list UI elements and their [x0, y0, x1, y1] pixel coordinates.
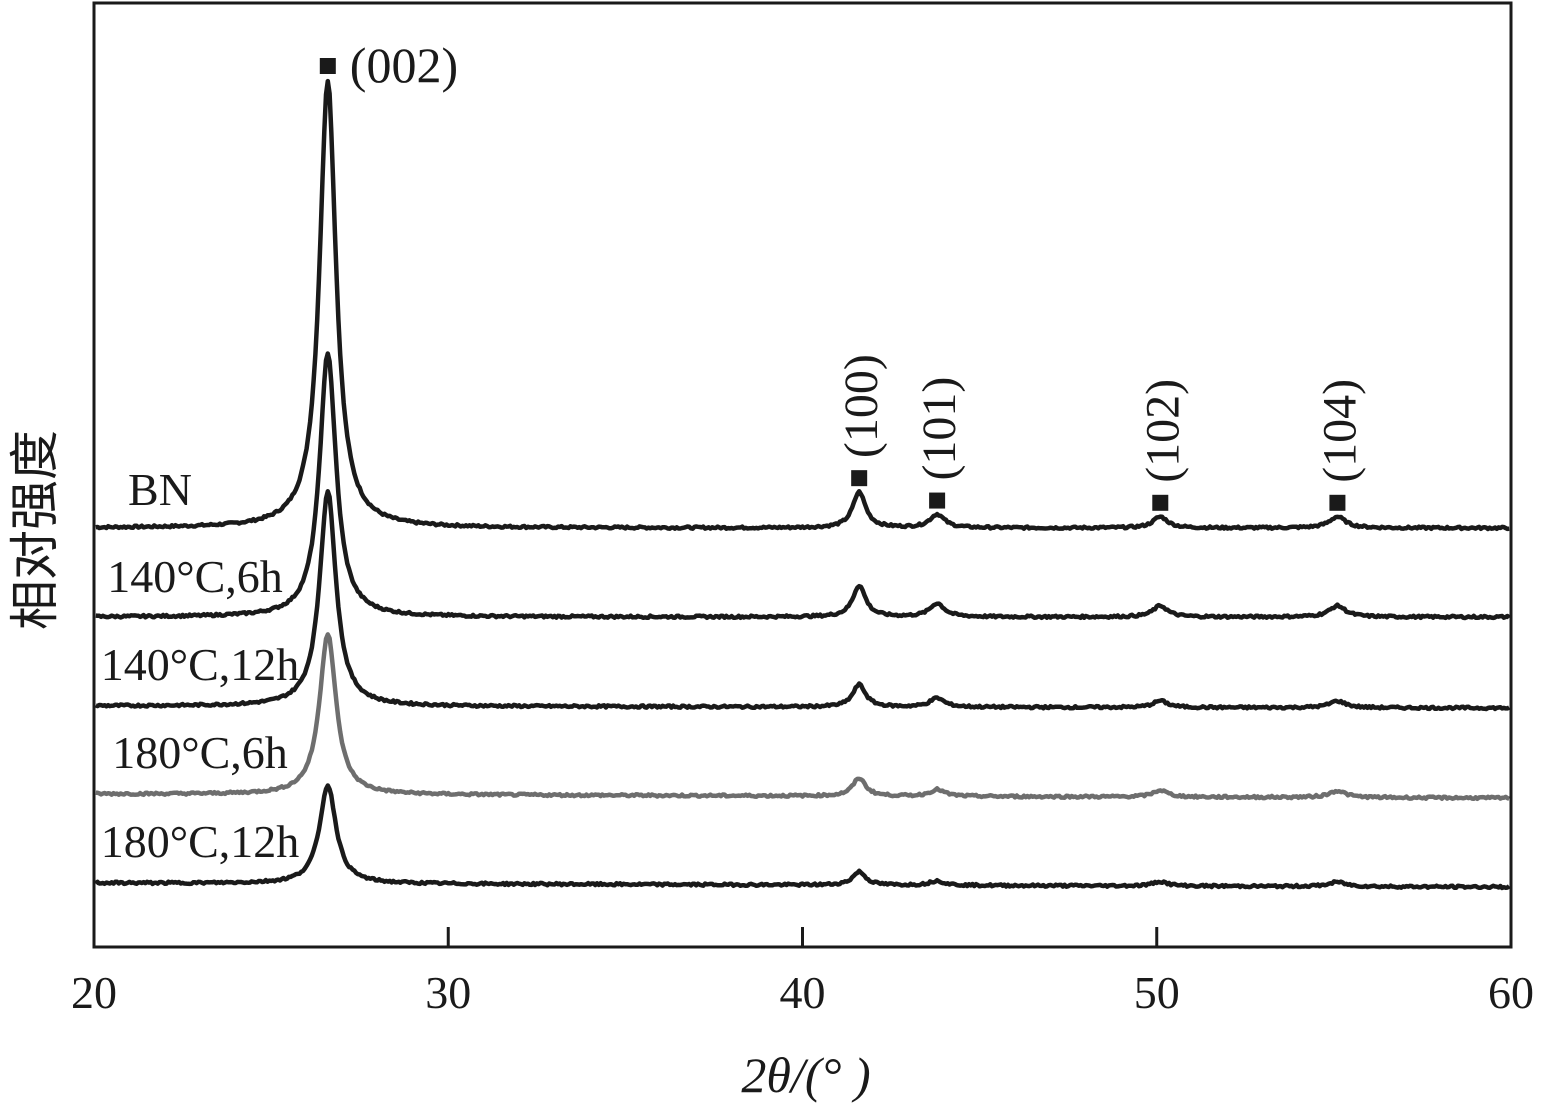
- series-line: [94, 489, 1511, 712]
- peak-markers: [319, 58, 1346, 511]
- series-label: 180°C,6h: [112, 727, 288, 778]
- series-label: 140°C,12h: [101, 639, 300, 690]
- plot-frame: [92, 1, 1513, 949]
- series-line: [94, 783, 1511, 891]
- series-line: [95, 351, 1511, 621]
- x-tick-label: 30: [425, 967, 471, 1018]
- peak-label: (002): [350, 37, 458, 93]
- series-line: [95, 78, 1510, 532]
- peak-label: (104): [1313, 379, 1366, 483]
- x-axis-ticks: 20 30 40 50 60: [71, 927, 1534, 1018]
- x-tick-label: 50: [1134, 967, 1180, 1018]
- series-label: BN: [128, 464, 192, 515]
- x-tick-label: 60: [1488, 967, 1534, 1018]
- peak-marker: [319, 58, 336, 74]
- x-tick-label: 40: [780, 967, 826, 1018]
- series-label: 140°C,6h: [107, 551, 283, 602]
- series-labels: BN 140°C,6h 140°C,12h 180°C,6h 180°C,12h: [101, 464, 300, 867]
- series-curves: [94, 78, 1511, 891]
- series-line: [95, 632, 1510, 802]
- y-axis-label: 相对强度: [7, 430, 63, 630]
- peak-marker: [851, 470, 868, 487]
- peak-label: (101): [913, 377, 966, 481]
- peak-labels: (002) (100) (101) (102) (104): [350, 37, 1367, 483]
- peak-marker: [1329, 494, 1346, 511]
- peak-marker: [1152, 494, 1169, 511]
- x-tick-label: 20: [71, 967, 117, 1018]
- peak-label: (100): [835, 354, 888, 458]
- x-axis-label: 2θ/(° ): [741, 1047, 870, 1103]
- peak-label: (102): [1136, 379, 1189, 483]
- peak-marker: [929, 492, 946, 509]
- series-label: 180°C,12h: [101, 816, 300, 867]
